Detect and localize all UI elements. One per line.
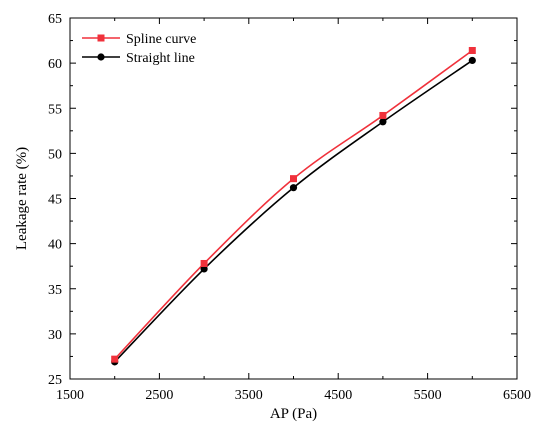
series-markers <box>111 46 476 366</box>
series-lines <box>114 49 473 363</box>
y-tick-label: 50 <box>48 147 62 162</box>
x-tick-label: 3500 <box>235 388 263 403</box>
x-axis-label: AP (Pa) <box>270 406 317 422</box>
y-tick-label: 40 <box>48 238 62 253</box>
x-axis-ticks: 1500 2500 3500 4500 5500 6500 <box>56 18 531 403</box>
y-tick-label: 60 <box>48 57 62 72</box>
y-tick-label: 65 <box>48 12 62 27</box>
legend: Spline curve Straight line <box>82 32 196 66</box>
plot-area-frame <box>69 17 518 380</box>
legend-entry-spline-curve: Spline curve <box>82 32 196 47</box>
data-point-spline-curve <box>200 259 208 267</box>
y-axis-ticks: 25 30 35 40 45 50 55 60 65 <box>48 12 517 388</box>
data-point-straight-line <box>289 184 298 192</box>
data-point-straight-line <box>200 265 208 273</box>
y-tick-label: 55 <box>48 102 62 117</box>
x-tick-label: 1500 <box>56 388 84 403</box>
legend-marker-straight-line <box>97 53 105 61</box>
data-point-straight-line <box>379 118 387 126</box>
legend-label-spline-curve: Spline curve <box>126 32 196 47</box>
data-point-spline-curve <box>468 46 476 54</box>
x-tick-label: 2500 <box>145 388 173 403</box>
legend-marker-spline-curve <box>97 34 105 42</box>
y-tick-label: 45 <box>48 193 62 208</box>
y-tick-label: 25 <box>48 373 62 388</box>
data-point-spline-curve <box>111 355 119 363</box>
x-tick-label: 6500 <box>503 388 531 403</box>
y-tick-label: 35 <box>48 283 62 298</box>
x-tick-label: 4500 <box>324 388 352 403</box>
data-point-spline-curve <box>379 111 387 119</box>
data-point-spline-curve <box>290 175 297 183</box>
legend-entry-straight-line: Straight line <box>82 51 195 66</box>
data-point-straight-line <box>468 56 476 65</box>
series-line-straight-line <box>114 59 473 363</box>
x-tick-label: 5500 <box>414 388 442 403</box>
y-tick-label: 30 <box>48 328 62 343</box>
legend-label-straight-line: Straight line <box>126 51 195 66</box>
y-axis-label: Leakage rate (%) <box>14 147 30 250</box>
